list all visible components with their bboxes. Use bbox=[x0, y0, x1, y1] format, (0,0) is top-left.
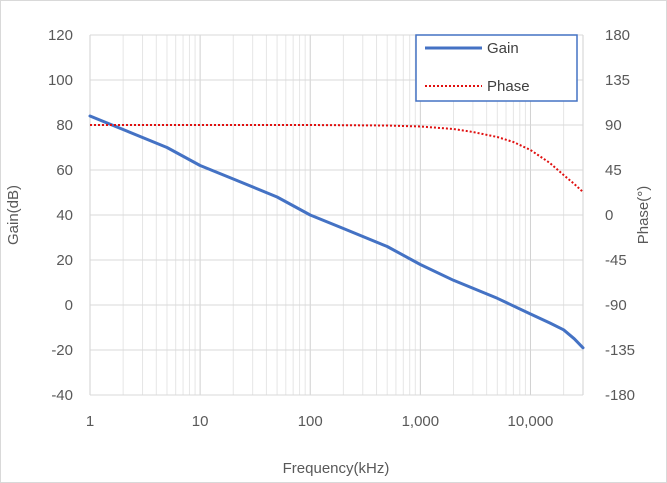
y-tick-label: 120 bbox=[48, 27, 73, 44]
y2-axis-ticks: -180 -135 -90 -45 0 45 90 135 180 bbox=[605, 27, 635, 404]
series-line-gain bbox=[88, 114, 585, 350]
y2-tick-label: -90 bbox=[605, 297, 627, 314]
series-layer bbox=[88, 114, 585, 350]
x-tick-label: 100 bbox=[298, 413, 323, 430]
x-tick-label: 1 bbox=[86, 413, 94, 430]
x-tick-label: 10,000 bbox=[508, 413, 554, 430]
y-tick-label: -20 bbox=[51, 342, 73, 359]
y-axis-ticks: -40 -20 0 20 40 60 80 100 120 bbox=[48, 27, 73, 404]
y-tick-label: 80 bbox=[56, 117, 73, 134]
legend-phase-label: Phase bbox=[487, 78, 530, 95]
y2-tick-label: 90 bbox=[605, 117, 622, 134]
y2-axis-title: Phase(°) bbox=[635, 186, 652, 245]
y2-tick-label: -135 bbox=[605, 342, 635, 359]
y2-tick-label: 0 bbox=[605, 207, 613, 224]
y-axis-title: Gain(dB) bbox=[5, 185, 22, 245]
legend: Gain Phase bbox=[415, 34, 578, 102]
y-tick-label: 20 bbox=[56, 252, 73, 269]
y-tick-label: 0 bbox=[65, 297, 73, 314]
legend-box bbox=[415, 34, 578, 102]
y2-tick-label: 135 bbox=[605, 72, 630, 89]
x-axis-title: Frequency(kHz) bbox=[283, 460, 390, 477]
y2-tick-label: 45 bbox=[605, 162, 622, 179]
x-tick-label: 1,000 bbox=[402, 413, 440, 430]
series-line-phase bbox=[90, 124, 584, 193]
y-tick-label: -40 bbox=[51, 387, 73, 404]
x-tick-label: 10 bbox=[192, 413, 209, 430]
y-tick-label: 40 bbox=[56, 207, 73, 224]
y-tick-label: 60 bbox=[56, 162, 73, 179]
x-axis-ticks: 1 10 100 1,000 10,000 bbox=[86, 413, 554, 430]
y-tick-label: 100 bbox=[48, 72, 73, 89]
y2-tick-label: 180 bbox=[605, 27, 630, 44]
y2-tick-label: -45 bbox=[605, 252, 627, 269]
legend-gain-label: Gain bbox=[487, 40, 519, 57]
y2-tick-label: -180 bbox=[605, 387, 635, 404]
